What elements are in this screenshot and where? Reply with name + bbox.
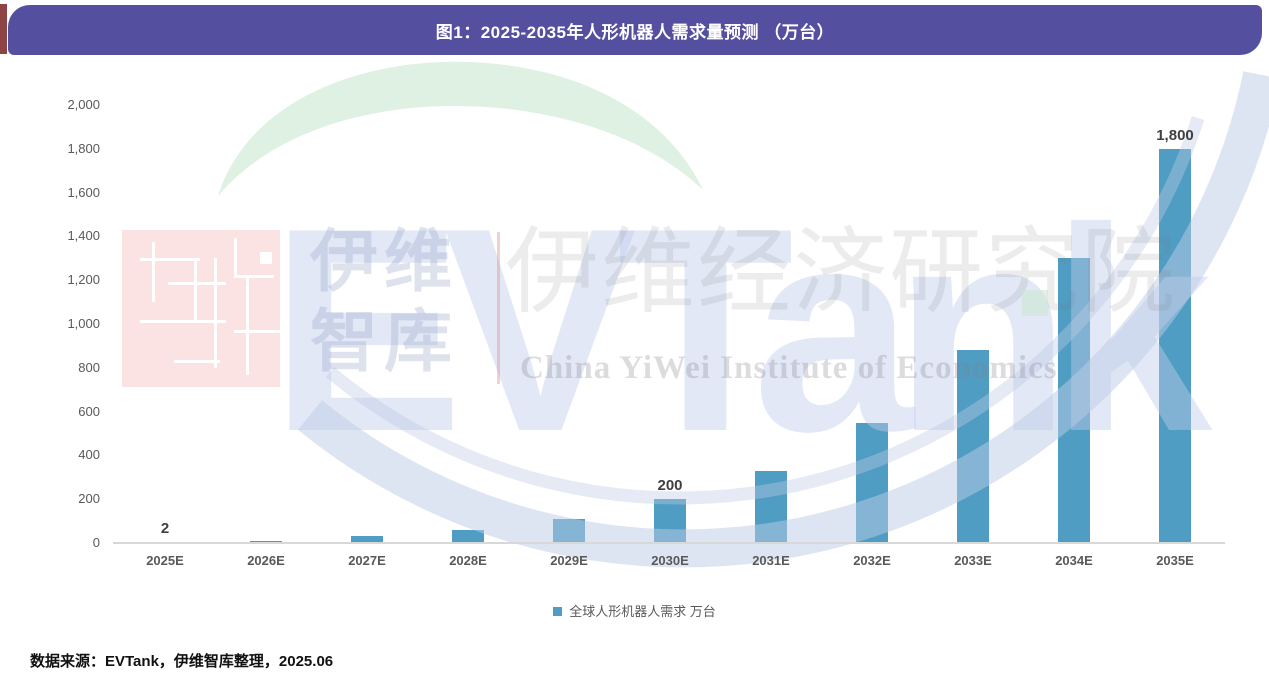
chart-title: 图1：2025-2035年人形机器人需求量预测 （万台） [435, 22, 835, 42]
bar-2035E [1159, 149, 1191, 543]
x-axis-label-2032E: 2032E [853, 553, 891, 568]
chart-legend: 全球人形机器人需求 万台 [0, 601, 1269, 620]
x-axis-label-2029E: 2029E [550, 553, 588, 568]
watermark-cn-bold-text: 伊维 智库 [310, 224, 459, 380]
legend-marker-square [553, 607, 563, 616]
y-tick-label: 200 [78, 491, 100, 507]
y-tick-label: 2,000 [67, 97, 100, 112]
x-axis-label-2025E: 2025E [146, 553, 184, 568]
x-axis-label-2035E: 2035E [1156, 553, 1194, 568]
y-tick-label: 0 [92, 535, 100, 550]
y-tick-label: 600 [78, 403, 100, 419]
legend-series-label: 全球人形机器人需求 万台 [569, 604, 716, 619]
y-tick-label: 1,800 [67, 140, 100, 156]
bar-2033E [957, 350, 989, 543]
x-axis-label-2028E: 2028E [449, 553, 487, 568]
bar-2031E [755, 471, 787, 543]
bar-value-label-2035E: 1,800 [1156, 127, 1194, 144]
y-tick-label: 400 [78, 447, 100, 463]
watermark-green-square [1022, 290, 1048, 316]
bar-2034E [1058, 258, 1090, 543]
bar-value-label-2030E: 200 [657, 477, 683, 494]
watermark-evtank-logo-text: EVTank [270, 168, 1212, 492]
bar-2030E [654, 499, 686, 543]
y-tick-label: 1,000 [67, 316, 100, 331]
bar-2032E [856, 423, 888, 543]
title-banner: 图1：2025-2035年人形机器人需求量预测 （万台） [8, 5, 1262, 55]
y-tick-label: 1,600 [67, 184, 100, 200]
x-axis-label-2030E: 2030E [651, 553, 689, 568]
watermark-red-divider [497, 232, 500, 384]
bar-value-label-2025E: 2 [160, 520, 170, 537]
x-axis-label-2033E: 2033E [954, 553, 992, 568]
y-tick-label: 1,400 [67, 228, 100, 244]
x-axis-label-2034E: 2034E [1055, 553, 1093, 568]
x-axis-label-2031E: 2031E [752, 553, 790, 568]
y-tick-label: 1,200 [67, 272, 100, 288]
watermark-green-crescent [218, 61, 703, 196]
watermark-pink-square [122, 230, 280, 387]
x-axis-label-2027E: 2027E [348, 553, 386, 568]
x-axis-label-2026E: 2026E [247, 553, 285, 568]
bar-2029E [553, 519, 585, 543]
data-source-note: 数据来源：EVTank，伊维智库整理，2025.06 [30, 653, 334, 670]
y-tick-label: 800 [78, 359, 100, 375]
x-axis-line [113, 542, 1225, 544]
banner-left-red-accent [0, 4, 7, 54]
